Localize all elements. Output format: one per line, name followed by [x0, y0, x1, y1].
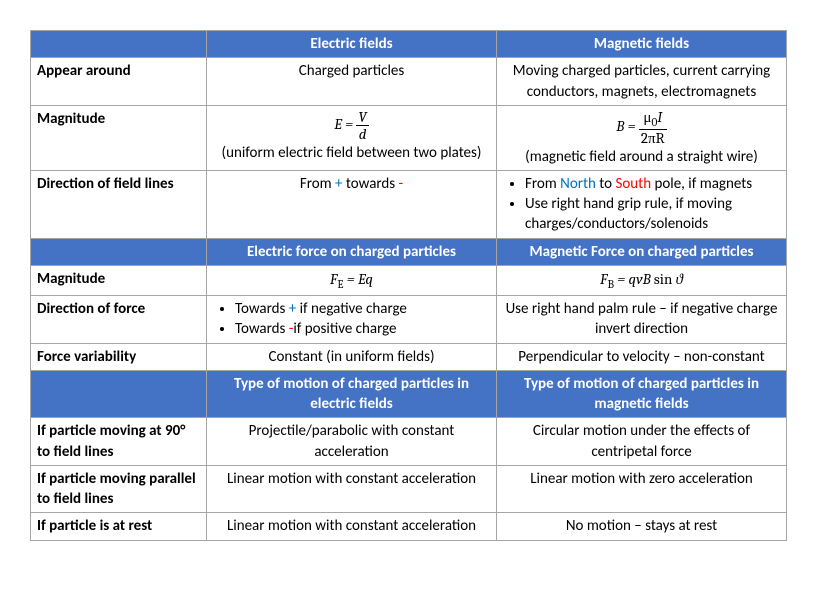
- bullet-item: From North to South pole, if magnets: [525, 174, 780, 194]
- formula-FB: FB = qvB sin ϑ: [600, 270, 683, 288]
- sec3-h-elec: Type of motion of charged particles in e…: [207, 370, 497, 418]
- south-word: South: [615, 175, 651, 193]
- bullet-item: Use right hand grip rule, if moving char…: [525, 194, 780, 235]
- cell-elec: Charged particles: [207, 58, 497, 106]
- row-label: Force variability: [31, 343, 207, 370]
- formula-FE: FE = Eq: [330, 270, 373, 288]
- cell-mag: No motion – stays at rest: [497, 513, 787, 540]
- sec2-h-blank: [31, 238, 207, 265]
- row-label: Direction of force: [31, 296, 207, 344]
- sec2-h-mag: Magnetic Force on charged particles: [497, 238, 787, 265]
- sec2-row-variability: Force variability Constant (in uniform f…: [31, 343, 787, 370]
- sec1-row-direction: Direction of field lines From + towards …: [31, 170, 787, 238]
- cell-mag: Moving charged particles, current carryi…: [497, 58, 787, 106]
- txt: From: [300, 175, 335, 193]
- txt: From: [525, 175, 560, 193]
- cell-mag: Linear motion with zero acceleration: [497, 465, 787, 513]
- cell-mag: Circular motion under the effects of cen…: [497, 418, 787, 466]
- cell-mag: From North to South pole, if magnets Use…: [497, 170, 787, 238]
- formula-B: B = μ0I 2πR: [616, 117, 666, 135]
- formula-E-note: (uniform electric field between two plat…: [222, 144, 482, 162]
- minus-sign: -: [399, 175, 404, 193]
- sec2-row-direction: Direction of force Towards + if negative…: [31, 296, 787, 344]
- formula-B-note: (magnetic field around a straight wire): [525, 148, 758, 166]
- sec2-h-elec: Electric force on charged particles: [207, 238, 497, 265]
- cell-elec: Linear motion with constant acceleration: [207, 513, 497, 540]
- txt: if positive charge: [293, 320, 396, 338]
- sec1-row-appear: Appear around Charged particles Moving c…: [31, 58, 787, 106]
- cell-elec: E = Vd (uniform electric field between t…: [207, 105, 497, 170]
- sec3-row-parallel: If particle moving parallel to field lin…: [31, 465, 787, 513]
- txt: if negative charge: [296, 300, 407, 318]
- row-label: Magnitude: [31, 265, 207, 295]
- north-word: North: [560, 175, 596, 193]
- formula-E: E = Vd: [334, 115, 368, 133]
- txt: pole, if magnets: [651, 175, 752, 193]
- cell-elec: FE = Eq: [207, 265, 497, 295]
- comparison-table: Electric fields Magnetic fields Appear a…: [30, 30, 787, 541]
- row-label: Magnitude: [31, 105, 207, 170]
- txt: Towards: [235, 320, 289, 338]
- sec1-h-elec: Electric fields: [207, 31, 497, 58]
- sec3-header-row: Type of motion of charged particles in e…: [31, 370, 787, 418]
- sec3-h-mag: Type of motion of charged particles in m…: [497, 370, 787, 418]
- row-label: If particle moving at 90° to field lines: [31, 418, 207, 466]
- bullet-item: Towards + if negative charge: [235, 299, 490, 319]
- cell-mag: FB = qvB sin ϑ: [497, 265, 787, 295]
- cell-elec: Constant (in uniform fields): [207, 343, 497, 370]
- plus-sign: +: [335, 175, 342, 193]
- txt: towards: [343, 175, 399, 193]
- txt: Towards: [235, 300, 289, 318]
- sec3-row-90deg: If particle moving at 90° to field lines…: [31, 418, 787, 466]
- txt: to: [596, 175, 616, 193]
- cell-mag: Use right hand palm rule – if negative c…: [497, 296, 787, 344]
- cell-elec: Linear motion with constant acceleration: [207, 465, 497, 513]
- sec1-h-mag: Magnetic fields: [497, 31, 787, 58]
- row-label: If particle is at rest: [31, 513, 207, 540]
- cell-elec: Projectile/parabolic with constant accel…: [207, 418, 497, 466]
- sec3-row-rest: If particle is at rest Linear motion wit…: [31, 513, 787, 540]
- sec1-row-magnitude: Magnitude E = Vd (uniform electric field…: [31, 105, 787, 170]
- row-label: If particle moving parallel to field lin…: [31, 465, 207, 513]
- cell-elec: From + towards -: [207, 170, 497, 238]
- row-label: Direction of field lines: [31, 170, 207, 238]
- sec1-header-row: Electric fields Magnetic fields: [31, 31, 787, 58]
- cell-mag: Perpendicular to velocity – non-constant: [497, 343, 787, 370]
- sec1-h-blank: [31, 31, 207, 58]
- sec2-row-magnitude: Magnitude FE = Eq FB = qvB sin ϑ: [31, 265, 787, 295]
- bullet-item: Towards -if positive charge: [235, 319, 490, 339]
- cell-elec: Towards + if negative charge Towards -if…: [207, 296, 497, 344]
- sec2-header-row: Electric force on charged particles Magn…: [31, 238, 787, 265]
- cell-mag: B = μ0I 2πR (magnetic field around a str…: [497, 105, 787, 170]
- sec3-h-blank: [31, 370, 207, 418]
- row-label: Appear around: [31, 58, 207, 106]
